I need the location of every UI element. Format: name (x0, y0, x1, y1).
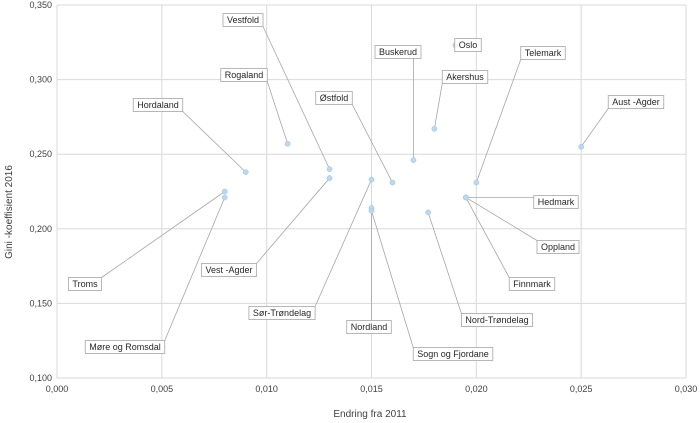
data-label-box (220, 68, 268, 82)
data-point (284, 140, 291, 147)
data-label: Østfold (320, 93, 349, 103)
leader-line (351, 104, 393, 183)
data-point (326, 175, 333, 181)
x-axis-title: Endring fra 2011 (333, 409, 407, 420)
data-label-box (222, 13, 264, 27)
data-point (389, 179, 396, 186)
y-axis-ticks: 0,100 0,150 0,200 0,250 0,300 0,350 (29, 0, 52, 383)
data-label: Oslo (459, 40, 478, 50)
data-point (431, 125, 438, 132)
data-point (473, 179, 480, 186)
data-label-box (68, 277, 102, 291)
x-tick-label: 0,015 (360, 384, 383, 394)
data-label: Sør-Trøndelag (253, 308, 311, 318)
data-label: Vest -Agder (205, 265, 252, 275)
data-label: Vestfold (227, 15, 259, 25)
leader-line (101, 191, 225, 278)
leader-line (580, 108, 609, 147)
leader-line (434, 83, 443, 129)
y-tick-label: 0,200 (29, 224, 52, 234)
grid (56, 4, 687, 379)
data-label: Troms (72, 279, 98, 289)
leader-line (475, 59, 522, 183)
data-label-box (412, 347, 494, 361)
data-point (463, 194, 469, 201)
x-tick-label: 0,005 (151, 384, 174, 394)
data-label-box (132, 98, 184, 112)
leader-line (371, 210, 414, 348)
leader-line (465, 197, 510, 278)
data-label: Hedmark (538, 197, 575, 207)
data-label: Rogaland (225, 70, 264, 80)
x-tick-label: 0,025 (570, 384, 593, 394)
data-points (221, 42, 585, 216)
leader-line (465, 197, 538, 241)
data-label: Nord-Trøndelag (465, 315, 528, 325)
data-label-box (201, 263, 257, 277)
data-label-box (346, 320, 392, 334)
data-label-box (84, 340, 166, 354)
y-tick-label: 0,150 (29, 298, 52, 308)
data-point (326, 166, 333, 172)
data-label: Finnmark (513, 279, 551, 289)
data-label: Møre og Romsdal (89, 342, 161, 352)
data-point (242, 169, 249, 175)
data-point (368, 176, 375, 183)
x-axis-ticks: 0,000 0,005 0,010 0,015 0,020 0,025 0,030 (46, 384, 698, 394)
data-point (368, 208, 375, 214)
y-axis-title: Gini -koeffisient 2016 (4, 165, 15, 259)
y-tick-label: 0,350 (29, 0, 52, 10)
data-label-box (374, 45, 422, 59)
leader-line (314, 179, 372, 307)
data-label-box (607, 95, 665, 109)
data-label: Telemark (525, 48, 562, 58)
data-label: Oppland (541, 242, 575, 252)
data-label-box (536, 240, 580, 254)
y-tick-label: 0,100 (29, 373, 52, 383)
y-tick-label: 0,300 (29, 75, 52, 85)
data-label: Hordaland (137, 100, 179, 110)
data-label-box (315, 91, 353, 105)
x-tick-label: 0,020 (465, 384, 488, 394)
data-point (425, 209, 431, 216)
leader-lines (101, 26, 609, 348)
data-label: Akershus (446, 72, 484, 82)
data-point (410, 157, 417, 164)
data-point (221, 194, 228, 201)
data-label: Sogn og Fjordane (417, 349, 489, 359)
leader-line (164, 197, 226, 341)
data-label: Nordland (351, 322, 388, 332)
data-labels: Oslo Buskerud Akershus Telemark Aust -Agder V… (68, 13, 665, 361)
x-tick-label: 0,030 (675, 384, 698, 394)
data-label-box (460, 313, 534, 327)
data-label-box (508, 277, 556, 291)
leader-line (427, 212, 462, 314)
data-label-box (454, 38, 482, 52)
x-tick-label: 0,000 (46, 384, 69, 394)
leader-line (266, 81, 289, 144)
data-label-box (533, 195, 579, 209)
data-point (221, 188, 228, 195)
leader-line (256, 177, 330, 264)
y-tick-label: 0,250 (29, 149, 52, 159)
x-tick-label: 0,010 (255, 384, 278, 394)
data-label: Buskerud (379, 47, 417, 57)
data-label-box (248, 306, 316, 320)
data-label-box (520, 46, 566, 60)
data-label: Aust -Agder (612, 97, 660, 107)
leader-line (182, 111, 246, 173)
data-label-box (441, 70, 489, 84)
data-point (578, 143, 585, 150)
leader-line (262, 26, 330, 170)
